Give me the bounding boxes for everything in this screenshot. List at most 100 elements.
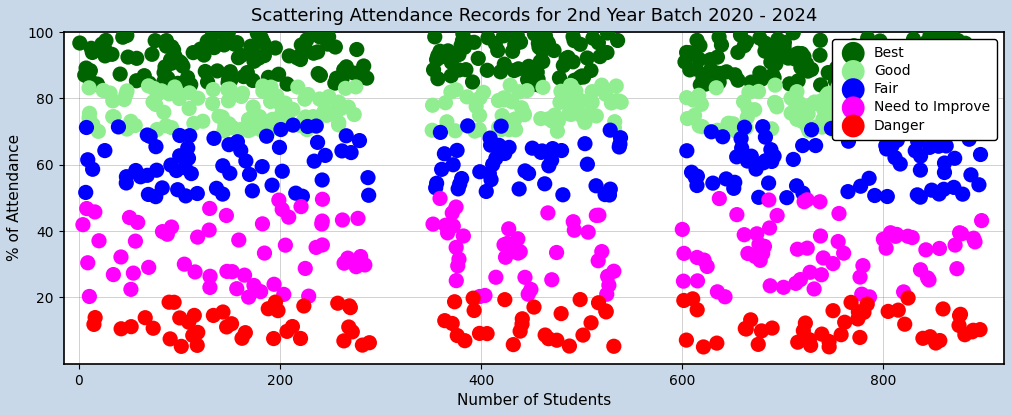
Best [243,43,259,49]
Fair [545,145,561,152]
Fair [306,158,323,164]
Danger [750,341,766,348]
Need to Improve [590,212,607,219]
Need to Improve [802,269,818,276]
Best [114,34,130,41]
Good [331,120,347,126]
Best [890,72,906,79]
Good [795,106,811,112]
Fair [449,147,465,154]
Good [331,99,347,105]
Best [271,71,287,78]
Fair [907,147,923,154]
Best [156,69,172,76]
Best [307,31,324,37]
Need to Improve [517,274,533,281]
Fair [140,132,156,138]
Best [771,48,788,55]
Best [812,52,828,59]
Good [90,128,106,134]
Need to Improve [189,234,205,240]
Need to Improve [477,292,493,299]
Danger [541,335,557,342]
Need to Improve [796,198,812,205]
Need to Improve [966,235,982,242]
Best [466,39,482,46]
Good [220,120,237,127]
Good [297,116,313,123]
Good [145,99,161,105]
Best [94,41,110,47]
Best [560,54,576,61]
Good [219,86,236,93]
Best [812,37,828,44]
Fair [445,161,461,168]
Good [937,103,953,110]
Need to Improve [752,257,768,264]
Need to Improve [129,219,146,226]
Good [425,127,441,134]
Good [116,96,132,103]
Good [914,96,930,103]
Best [752,35,768,42]
Good [265,116,281,123]
Good [691,92,707,99]
Danger [173,343,189,350]
Best [173,60,189,66]
Fair [755,159,771,166]
Best [82,77,98,84]
Fair [757,157,773,164]
Need to Improve [601,282,617,288]
Good [295,119,311,125]
Good [503,123,520,130]
Fair [254,163,270,170]
Need to Improve [277,242,293,249]
Danger [814,331,830,337]
Need to Improve [274,206,290,213]
Fair [612,141,628,147]
Best [591,53,608,60]
Good [767,82,784,88]
Best [753,76,769,83]
Need to Improve [297,265,313,272]
Fair [786,156,802,163]
Best [460,39,476,46]
Good [297,114,313,120]
Need to Improve [448,244,464,251]
Need to Improve [450,263,466,269]
Fair [836,128,852,134]
Good [439,118,455,125]
Fair [525,145,541,151]
Best [231,54,247,61]
Need to Improve [831,210,847,217]
Fair [935,186,951,193]
Best [310,70,327,77]
Need to Improve [931,245,947,252]
Best [537,34,553,40]
Danger [457,337,473,344]
Best [228,39,245,46]
Best [906,36,922,43]
Need to Improve [87,209,103,215]
Good [959,85,976,91]
Good [85,121,101,128]
Best [82,67,98,74]
Danger [850,308,866,315]
Danger [260,305,276,312]
Best [678,49,695,56]
Best [72,40,88,46]
Best [943,30,959,37]
Need to Improve [852,274,868,281]
Good [801,127,817,134]
Good [827,112,843,118]
Fair [233,147,249,154]
Best [555,62,571,69]
Danger [279,328,295,334]
Good [865,107,882,114]
Best [838,61,854,67]
Fair [808,142,824,149]
Need to Improve [445,223,461,229]
Need to Improve [122,286,139,293]
Danger [956,332,973,338]
Good [224,124,241,131]
